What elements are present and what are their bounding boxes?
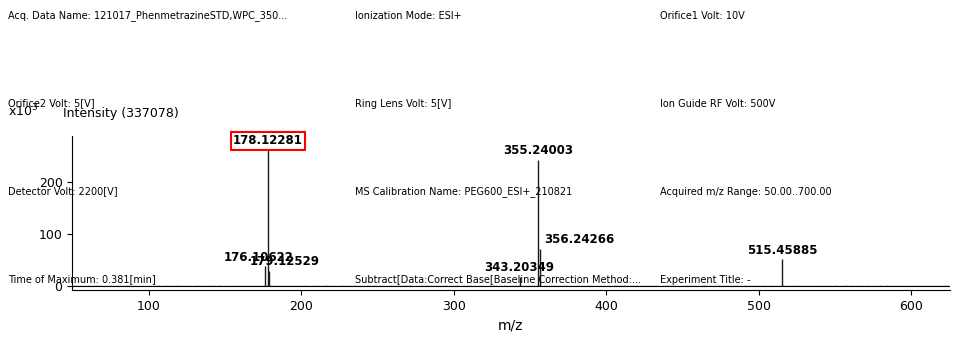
Text: Acq. Data Name: 121017_PhenmetrazineSTD,WPC_350...: Acq. Data Name: 121017_PhenmetrazineSTD,… xyxy=(8,11,287,21)
Text: 176.10622: 176.10622 xyxy=(224,251,293,264)
Text: 515.45885: 515.45885 xyxy=(747,244,817,257)
Text: Acquired m/z Range: 50.00..700.00: Acquired m/z Range: 50.00..700.00 xyxy=(660,187,832,196)
Text: Orifice1 Volt: 10V: Orifice1 Volt: 10V xyxy=(660,11,745,20)
Text: 179.12529: 179.12529 xyxy=(250,255,319,268)
Text: 355.24003: 355.24003 xyxy=(503,144,573,157)
X-axis label: m/z: m/z xyxy=(498,319,523,333)
Text: Subtract[Data:Correct Base[Baseline Correction Method:...: Subtract[Data:Correct Base[Baseline Corr… xyxy=(355,275,641,284)
Text: Intensity (337078): Intensity (337078) xyxy=(63,107,178,120)
Text: Orifice2 Volt: 5[V]: Orifice2 Volt: 5[V] xyxy=(8,99,94,108)
Text: Ring Lens Volt: 5[V]: Ring Lens Volt: 5[V] xyxy=(355,99,451,108)
Text: Ion Guide RF Volt: 500V: Ion Guide RF Volt: 500V xyxy=(660,99,776,108)
Text: 343.20349: 343.20349 xyxy=(485,261,554,274)
Text: MS Calibration Name: PEG600_ESI+_210821: MS Calibration Name: PEG600_ESI+_210821 xyxy=(355,187,572,197)
Text: Ionization Mode: ESI+: Ionization Mode: ESI+ xyxy=(355,11,462,20)
Text: 178.12281: 178.12281 xyxy=(233,134,303,147)
Text: 356.24266: 356.24266 xyxy=(544,233,614,246)
Text: x10$^{3}$: x10$^{3}$ xyxy=(8,103,38,120)
Text: Detector Volt: 2200[V]: Detector Volt: 2200[V] xyxy=(8,187,118,196)
Text: Experiment Title: -: Experiment Title: - xyxy=(660,275,751,284)
Text: Time of Maximum: 0.381[min]: Time of Maximum: 0.381[min] xyxy=(8,275,155,284)
